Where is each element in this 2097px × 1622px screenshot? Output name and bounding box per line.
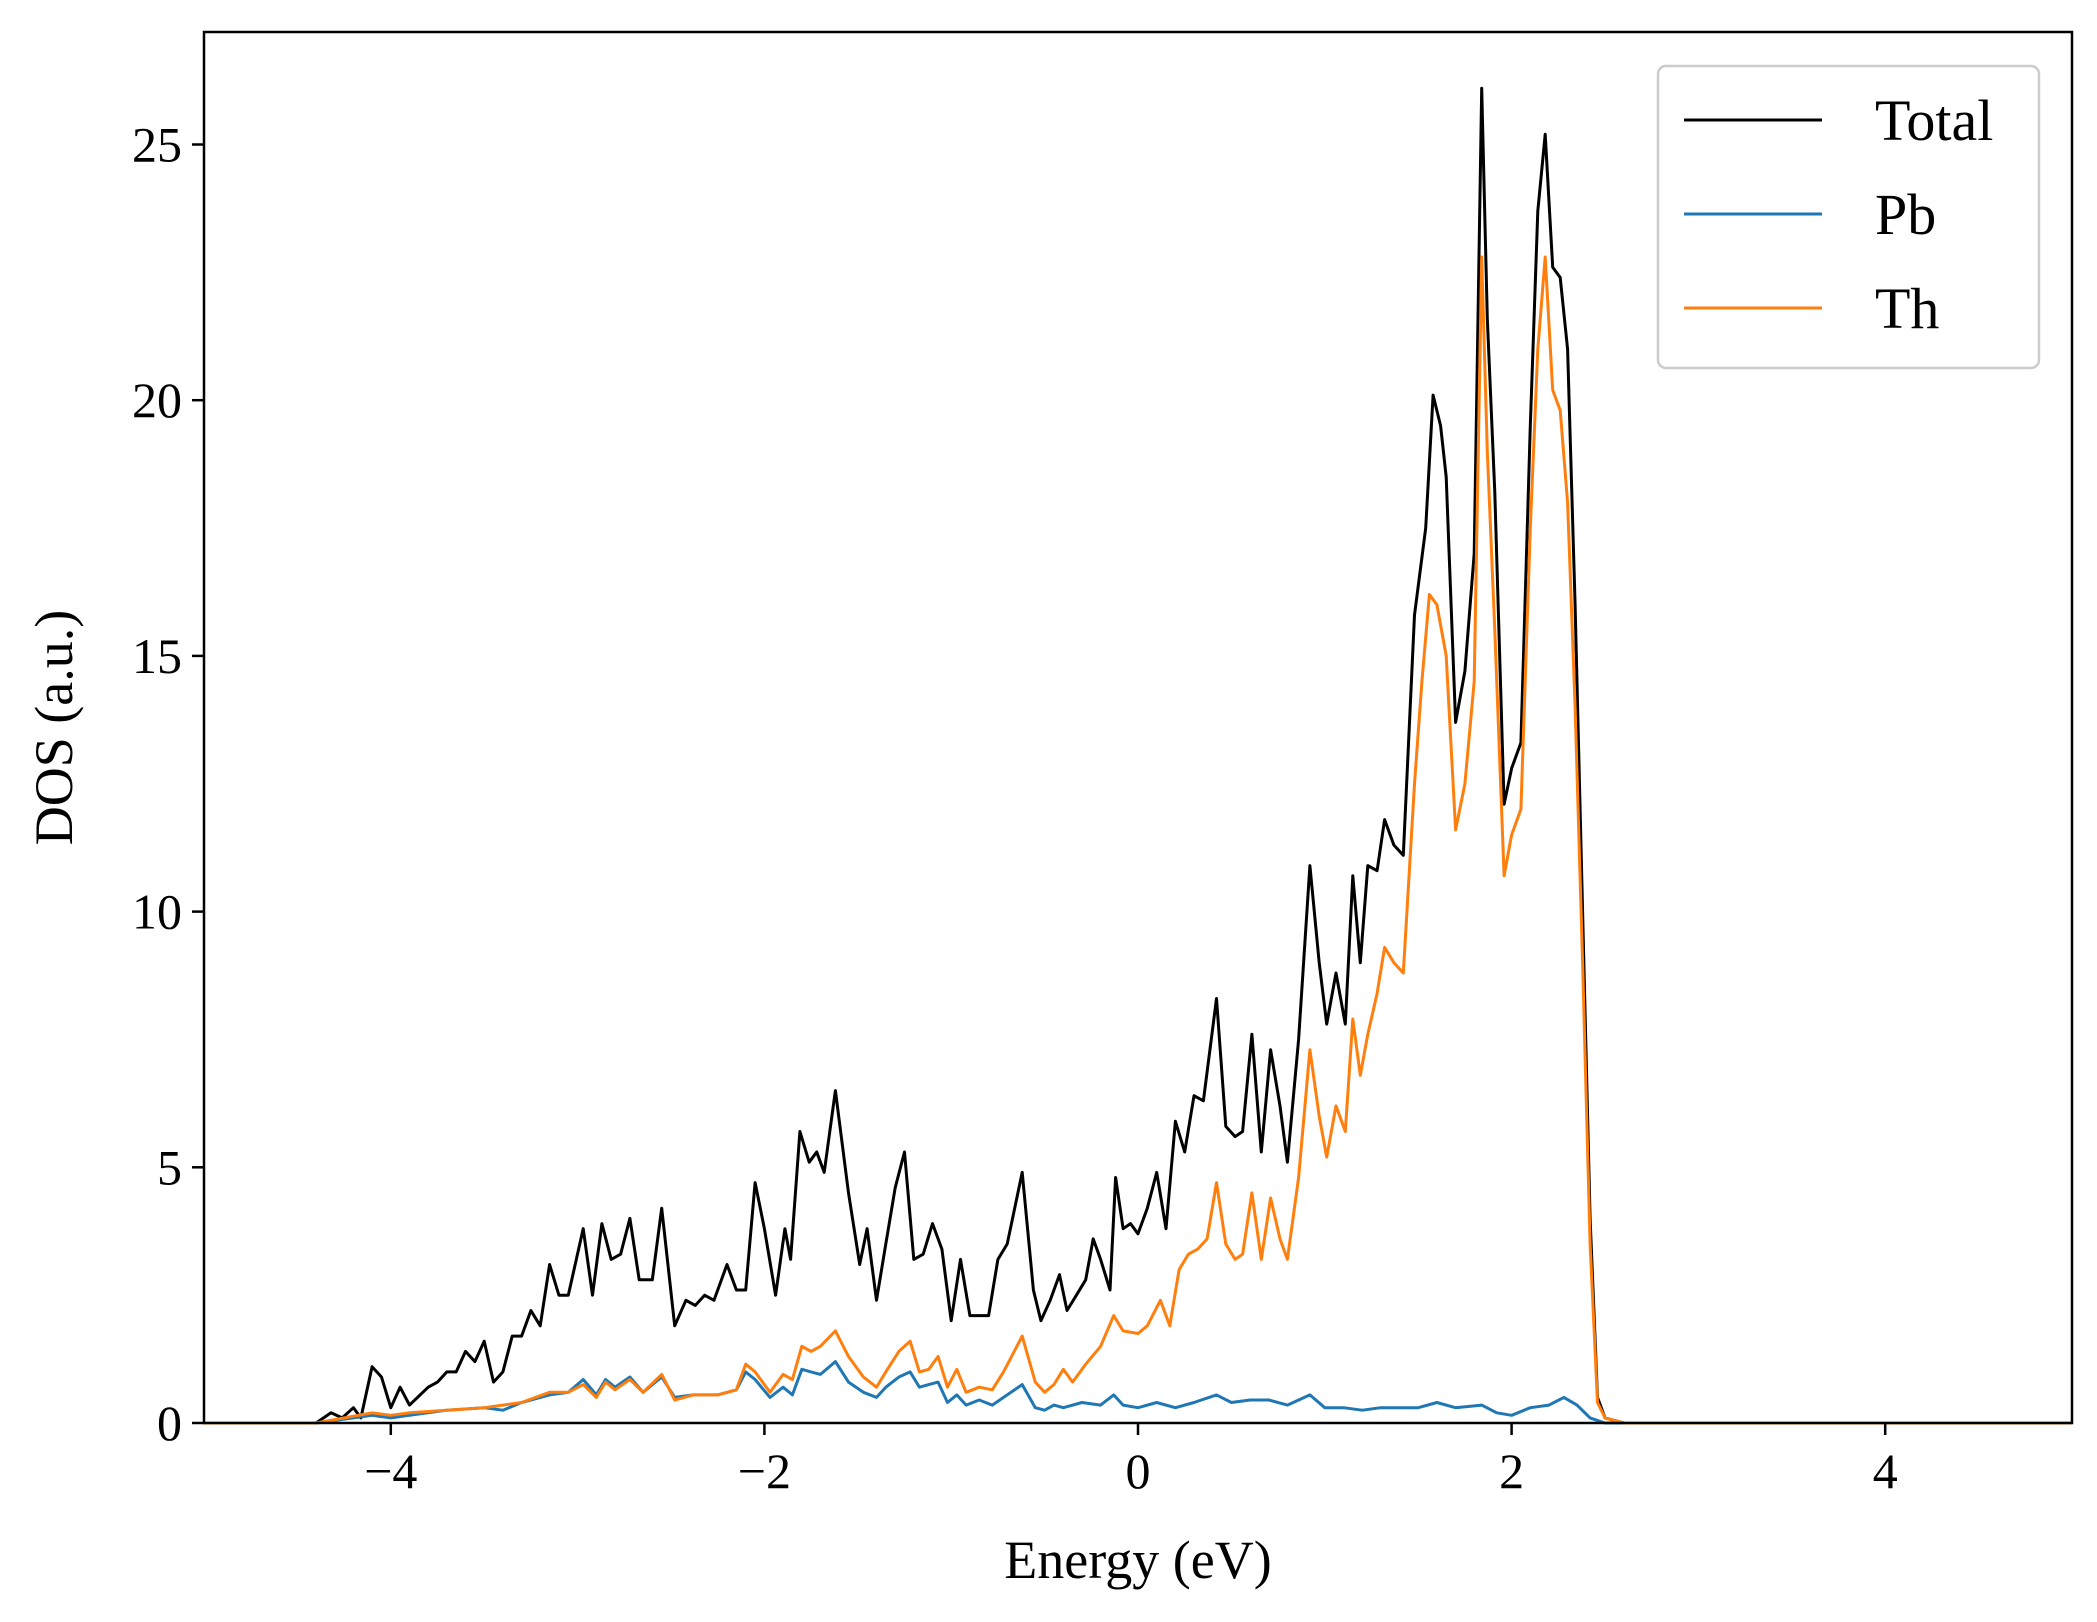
x-tick-label: −2: [738, 1443, 791, 1499]
y-tick-label: 20: [132, 372, 182, 428]
series-line-th: [204, 255, 2072, 1425]
legend-label-total: Total: [1875, 88, 1993, 153]
y-tick-label: 15: [132, 628, 182, 684]
series-line-total: [204, 86, 2072, 1425]
series-line-pb: [204, 1360, 2072, 1425]
x-tick-label: 0: [1126, 1443, 1151, 1499]
y-tick-label: 25: [132, 117, 182, 173]
x-axis-label: Energy (eV): [1004, 1530, 1271, 1590]
x-tick-label: 4: [1873, 1443, 1898, 1499]
y-axis-label: DOS (a.u.): [24, 610, 84, 845]
legend-label-th: Th: [1875, 276, 1939, 341]
x-axis-ticks: −4 −2 0 2 4: [364, 1423, 1898, 1499]
series-layer: [204, 86, 2072, 1425]
legend-label-pb: Pb: [1875, 182, 1936, 247]
legend-box: [1656, 64, 2041, 370]
x-tick-label: 2: [1499, 1443, 1524, 1499]
y-tick-label: 5: [157, 1139, 182, 1195]
y-axis-ticks: 0 5 10 15 20 25: [132, 117, 204, 1451]
y-tick-label: 0: [157, 1395, 182, 1451]
legend: Total Pb Th: [1656, 64, 2041, 370]
x-tick-label: −4: [364, 1443, 417, 1499]
y-tick-label: 10: [132, 884, 182, 940]
